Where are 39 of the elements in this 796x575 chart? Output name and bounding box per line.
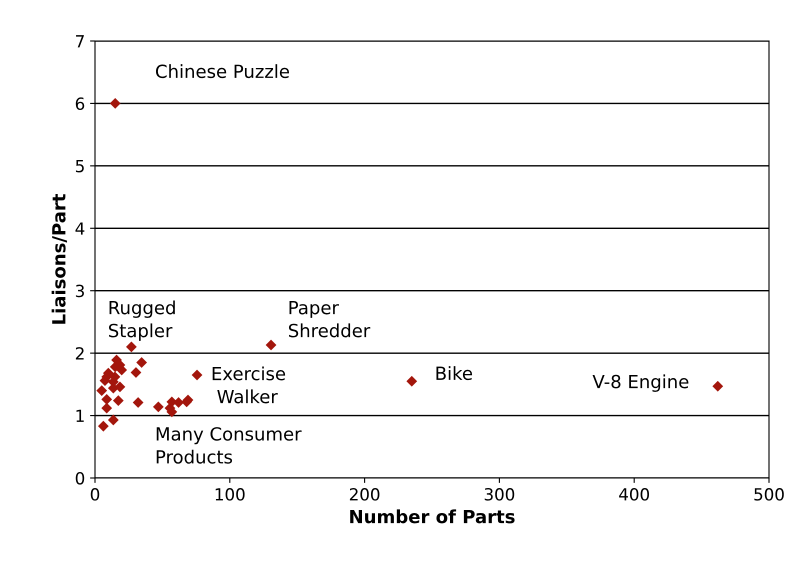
annotation: Paper Shredder [288, 301, 370, 338]
point [110, 98, 121, 109]
point [152, 401, 164, 412]
y-tick-label: 2 [76, 347, 84, 360]
annotation: Exercise Walker [212, 366, 286, 404]
x-tick-label: 200 [350, 488, 380, 501]
x-axis-title: Number of Parts [350, 509, 515, 524]
y-tick-label: 6 [76, 97, 84, 110]
x-tick-label: 100 [216, 488, 245, 501]
y-tick-label: 0 [76, 472, 84, 485]
point [112, 395, 124, 406]
point [132, 397, 144, 408]
annotation: Many Consumer Products [156, 427, 302, 464]
y-tick-label: 1 [76, 410, 84, 422]
point [406, 376, 418, 387]
point [192, 370, 202, 380]
annotation: V-8 Engine [592, 374, 688, 392]
point [136, 357, 148, 368]
point [108, 414, 119, 426]
point [98, 420, 109, 432]
point [712, 380, 724, 392]
annotation: Rugged Stapler [108, 300, 175, 341]
y-axis-title: Liaisons/Part [52, 194, 68, 324]
y-tick-label: 3 [76, 284, 84, 298]
y-tick-label: 4 [75, 222, 84, 235]
x-tick-label: 400 [619, 488, 649, 501]
y-tick-label: 5 [76, 160, 84, 172]
x-tick-label: 500 [754, 488, 784, 501]
point [266, 340, 276, 350]
point [130, 367, 142, 378]
y-tick-label: 7 [76, 35, 84, 48]
annotation: Chinese Puzzle [156, 64, 289, 78]
x-tick-label: 0 [90, 488, 100, 501]
x-tick-label: 300 [484, 488, 514, 501]
point [96, 385, 108, 396]
annotation: Bike [436, 366, 472, 380]
point [101, 402, 112, 414]
point [126, 342, 137, 352]
point [101, 394, 112, 405]
